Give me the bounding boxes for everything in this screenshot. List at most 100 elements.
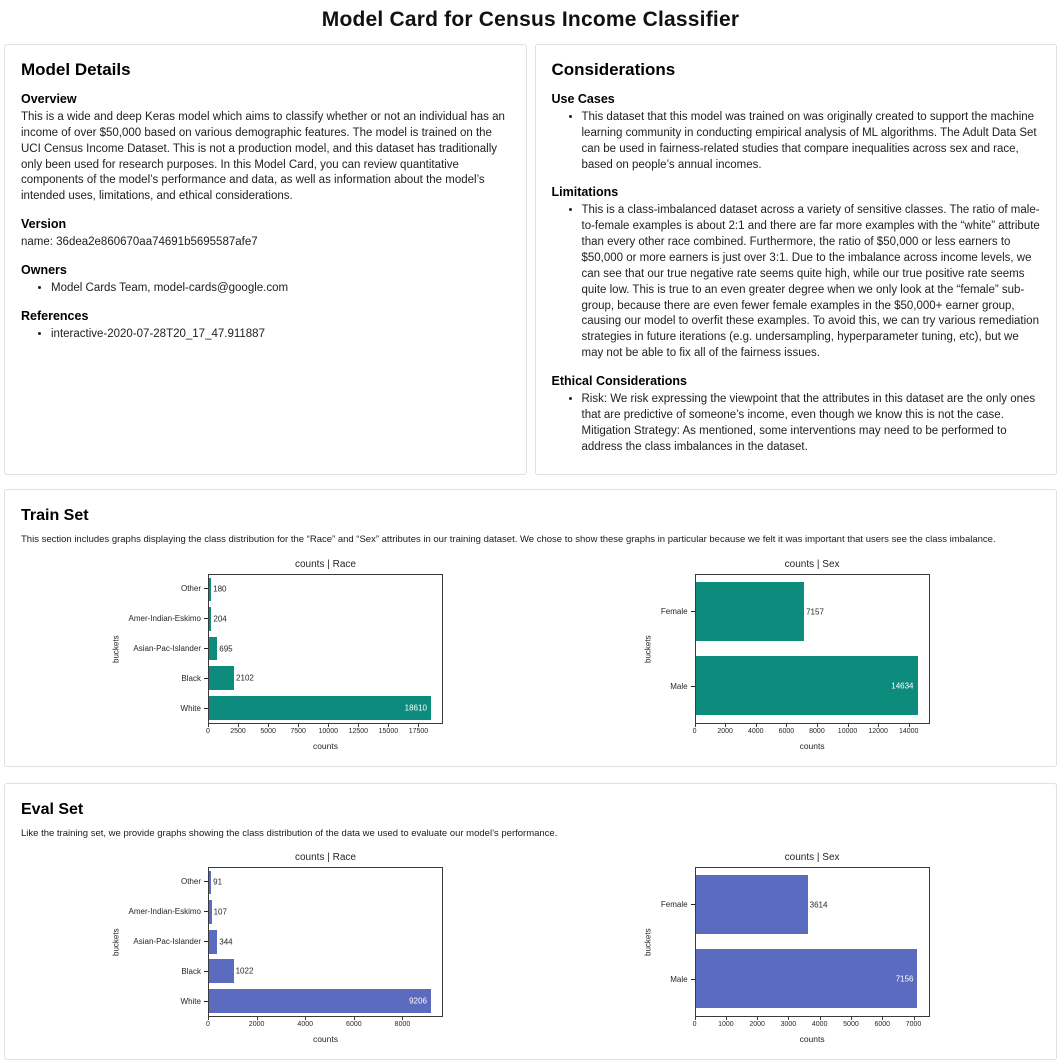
x-tick-mark	[786, 723, 788, 727]
y-tick-mark	[203, 708, 208, 710]
category-labels: Other Amer-Indian-Eskimo Asian-Pac-Islande…	[123, 574, 208, 724]
x-axis-ticks: 0 2500 5000 7500 10000 12500 15000 17500	[206, 723, 443, 741]
category-labels: Female Male	[655, 574, 695, 724]
bar-white	[208, 989, 431, 1013]
ethical-item: Risk: We risk expressing the viewpoint t…	[582, 392, 1041, 455]
y-tick-mark	[690, 610, 695, 612]
x-tick-mark	[755, 723, 757, 727]
bar-value-label: 3614	[809, 900, 828, 910]
y-tick-mark	[203, 618, 208, 620]
x-tick-label: 0	[692, 1020, 697, 1028]
plot-area: 91 107 344 1022 9206	[207, 866, 443, 1017]
x-tick-label: 4000	[747, 727, 764, 735]
x-tick-mark	[256, 1016, 258, 1020]
category-label-row: Other	[123, 574, 208, 604]
category-label: Black	[181, 674, 201, 684]
category-label-row: Female	[655, 867, 695, 942]
x-tick-label: 15000	[378, 727, 399, 735]
chart-title: counts | Sex	[784, 558, 840, 570]
bar-value-label: 7157	[806, 607, 824, 617]
limitations-heading: Limitations	[551, 185, 619, 200]
bar-male	[695, 949, 918, 1009]
x-tick-mark	[819, 1016, 821, 1020]
category-labels: Female Male	[655, 867, 695, 1017]
eval-set-description: Like the training set, we provide graphs…	[21, 827, 558, 839]
y-tick-mark	[203, 678, 208, 680]
category-label: Other	[180, 877, 201, 887]
category-label-row: Black	[123, 664, 208, 694]
category-label-row: Amer-Indian-Eskimo	[123, 604, 208, 634]
category-label-row: Male	[655, 649, 695, 724]
y-tick-mark	[203, 648, 208, 650]
y-axis-label: buckets	[111, 634, 121, 663]
category-labels: Other Amer-Indian-Eskimo Asian-Pac-Islande…	[123, 867, 208, 1017]
x-tick-label: 8000	[394, 1020, 411, 1028]
x-tick-mark	[757, 1016, 759, 1020]
x-tick-mark	[913, 1016, 915, 1020]
x-tick-mark	[816, 723, 818, 727]
train-race-chart-col: counts | Race buckets Other Amer-Indian-Esk…	[21, 559, 531, 753]
x-tick-mark	[353, 1016, 355, 1020]
bar-value-label: 9206	[409, 996, 427, 1006]
chart-title: counts | Sex	[784, 851, 840, 863]
x-tick-mark	[358, 723, 360, 727]
references-list: interactive-2020-07-28T20_17_47.911887	[21, 327, 510, 343]
x-tick-label: 6000	[874, 1020, 891, 1028]
category-label-row: Other	[123, 867, 208, 897]
x-tick-label: 10000	[318, 727, 338, 735]
x-tick-mark	[207, 1016, 209, 1020]
x-axis-ticks: 0 2000 4000 6000 8000 10000 12000 14000	[692, 723, 930, 741]
x-tick-mark	[725, 723, 727, 727]
bar-white	[208, 695, 431, 720]
y-axis-label: buckets	[643, 634, 653, 663]
chart-title: counts | Race	[295, 851, 356, 863]
bar-female	[695, 581, 805, 642]
bar-asian-pac-islander	[208, 929, 218, 954]
bar-value-label: 7156	[895, 974, 914, 984]
x-tick-label: 8000	[809, 727, 825, 735]
x-axis-ticks: 0 1000 2000 3000 4000 5000 6000 7000	[692, 1016, 930, 1034]
eval-race-chart: counts | Race buckets Other Amer-Indian-Esk…	[109, 852, 443, 1046]
category-label-row: Black	[123, 957, 208, 987]
considerations-card: Considerations Use Cases This dataset th…	[534, 44, 1057, 476]
train-sex-chart: counts | Sex buckets Female Male 7157 14634 0 2…	[641, 559, 930, 753]
x-tick-label: 5000	[843, 1020, 859, 1028]
x-tick-label: 4000	[811, 1020, 828, 1028]
bar-male	[695, 655, 918, 716]
eval-set-heading: Eval Set	[21, 800, 84, 818]
x-tick-label: 0	[692, 727, 697, 735]
x-tick-mark	[878, 723, 880, 727]
x-tick-mark	[298, 723, 300, 727]
bar-value-label: 91	[213, 877, 223, 887]
x-axis-label: counts	[799, 1033, 825, 1044]
x-tick-mark	[268, 723, 270, 727]
category-label: Amer-Indian-Eskimo	[128, 614, 201, 624]
x-tick-mark	[908, 723, 910, 727]
x-axis-ticks: 0 2000 4000 6000 8000	[206, 1016, 443, 1034]
x-tick-mark	[850, 1016, 852, 1020]
overview-text: This is a wide and deep Keras model whic…	[21, 111, 505, 203]
owners-heading: Owners	[21, 263, 67, 278]
x-tick-label: 0	[206, 1020, 210, 1028]
plot-area: 3614 7156	[694, 866, 930, 1017]
train-set-card: Train Set This section includes graphs d…	[4, 489, 1057, 767]
overview-heading: Overview	[21, 92, 77, 106]
bar-amer-indian-eskimo	[208, 900, 212, 924]
train-set-description: This section includes graphs displaying …	[21, 534, 996, 546]
eval-charts-row: counts | Race buckets Other Amer-Indian-Esk…	[21, 852, 1040, 1046]
ethical-list: Risk: We risk expressing the viewpoint t…	[552, 392, 1041, 455]
x-tick-mark	[207, 723, 209, 727]
eval-sex-chart: counts | Sex buckets Female Male 3614 7156 0 10…	[641, 852, 930, 1046]
x-tick-label: 17500	[408, 727, 429, 735]
x-tick-label: 14000	[898, 727, 919, 735]
use-cases-heading: Use Cases	[551, 92, 615, 106]
eval-sex-chart-col: counts | Sex buckets Female Male 3614 7156 0 10…	[531, 852, 1041, 1046]
bar-female	[695, 875, 808, 935]
limitation-item: This is a class-imbalanced dataset acros…	[582, 203, 1041, 362]
x-tick-label: 10000	[837, 727, 858, 735]
x-tick-label: 2000	[248, 1020, 265, 1028]
x-tick-label: 3000	[780, 1020, 797, 1028]
page-title: Model Card for Census Income Classifier	[321, 8, 740, 31]
x-tick-label: 2000	[717, 727, 733, 735]
bar-value-label: 1022	[235, 966, 254, 976]
